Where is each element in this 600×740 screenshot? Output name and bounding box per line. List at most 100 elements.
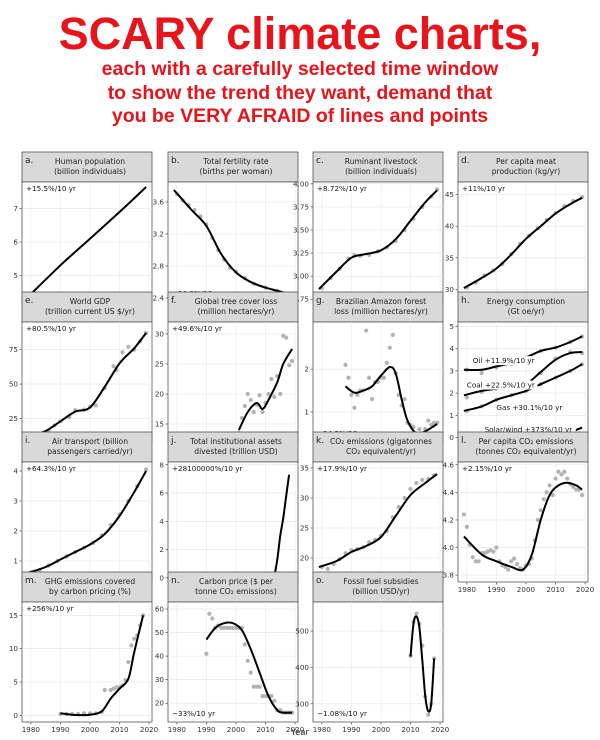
headline: SCARY climate charts, each with a carefu… xyxy=(0,0,600,129)
panel-title-line-1: Total fertility rate xyxy=(202,157,269,166)
data-point xyxy=(381,375,387,380)
data-point xyxy=(473,559,478,564)
data-point xyxy=(102,687,107,693)
series-label: Solar/wind +373%/10 yr xyxy=(485,425,573,434)
panel-title-line-2: (trillion current US $/yr) xyxy=(45,307,135,316)
data-point xyxy=(126,659,131,665)
data-point xyxy=(429,422,434,427)
headline-line-3: you be VERY AFRAID of lines and points xyxy=(111,105,489,127)
data-point xyxy=(420,477,425,483)
trend-line xyxy=(27,470,147,574)
panel-header xyxy=(312,571,444,603)
y-tick-label: 35 xyxy=(300,464,309,473)
y-tick-label: 3 xyxy=(449,366,454,375)
y-tick-label: 2 xyxy=(304,365,309,374)
y-tick-label: 2.8 xyxy=(153,262,165,271)
data-point xyxy=(224,625,230,630)
trend-annotation: −33%/10 yr xyxy=(172,709,215,718)
panel-f: f. Global tree cover loss(million hectare… xyxy=(155,291,299,443)
y-tick-label: 4 xyxy=(159,517,164,526)
trend-line xyxy=(27,186,147,298)
panel-b: b. Total fertility rate(births per woman)… xyxy=(153,151,299,303)
series-label: Oil +11.9%/10 yr xyxy=(473,356,535,365)
series-label: Coal +22.5%/10 yr xyxy=(467,381,535,390)
panel-header xyxy=(167,151,299,183)
data-point xyxy=(93,403,98,408)
panel-c: c. Ruminant livestock(billion individuals… xyxy=(293,151,444,304)
data-point xyxy=(541,497,546,502)
panel-title-line-2: CO₂ equivalent/yr) xyxy=(346,447,416,456)
x-tick-label: 2020 xyxy=(431,725,450,734)
data-point xyxy=(402,397,407,402)
y-tick-label: 0 xyxy=(159,573,164,582)
trend-annotation: −1.08%/10 yr xyxy=(317,709,367,718)
panel-title-line-2: (billion individuals) xyxy=(345,167,417,176)
data-point xyxy=(284,335,289,340)
trend-annotation: +28100000%/10 yr xyxy=(172,464,243,473)
data-point xyxy=(242,642,247,647)
data-point xyxy=(470,555,475,560)
y-tick-label: 1 xyxy=(13,557,18,566)
headline-title: SCARY climate charts, xyxy=(58,8,542,59)
trend-annotation: +2.15%/10 yr xyxy=(462,464,512,473)
panel-title-line-2: divested (trillion USD) xyxy=(194,447,278,456)
y-tick-label: 6 xyxy=(13,238,18,247)
x-tick-label: 2000 xyxy=(81,725,100,734)
data-point xyxy=(402,495,407,501)
x-tick-label: 2000 xyxy=(227,725,246,734)
data-point xyxy=(476,559,481,564)
data-point xyxy=(278,391,283,397)
data-point xyxy=(269,694,274,699)
data-point xyxy=(556,469,561,474)
panel-header xyxy=(457,291,589,323)
panel-letter: n. xyxy=(171,576,180,586)
data-point xyxy=(230,625,236,630)
data-point xyxy=(414,611,419,616)
y-tick-label: 25 xyxy=(9,414,18,423)
series-label-bg xyxy=(471,356,540,366)
data-point xyxy=(245,391,250,397)
data-point xyxy=(114,685,119,690)
data-point xyxy=(129,643,134,648)
panel-header xyxy=(457,151,589,183)
data-point xyxy=(491,549,496,554)
data-point xyxy=(547,483,552,488)
trend-line xyxy=(463,196,583,289)
y-tick-label: 6 xyxy=(159,489,164,498)
y-tick-label: 500 xyxy=(295,627,309,636)
data-point xyxy=(289,358,295,364)
data-point xyxy=(550,493,555,498)
data-point xyxy=(349,392,354,397)
y-tick-label: 50 xyxy=(9,380,19,389)
data-point xyxy=(506,567,511,572)
data-point xyxy=(387,345,392,350)
series-label: Gas +30.1%/10 yr xyxy=(496,403,562,412)
panel-l: l. Per capita CO₂ emissions(tonnes CO₂ eq… xyxy=(443,431,595,594)
data-point xyxy=(574,487,579,492)
x-tick-label: 1980 xyxy=(22,725,41,734)
plot-frame xyxy=(21,321,153,443)
y-tick-label: 4 xyxy=(449,344,454,353)
y-tick-label: 25 xyxy=(300,524,309,533)
trend-annotation: +256%/10 yr xyxy=(26,604,74,613)
panel-title-line-2: production (kg/yr) xyxy=(492,167,561,176)
y-tick-label: 30 xyxy=(155,330,165,339)
panel-title-line-2: (million hectares/yr) xyxy=(198,307,275,316)
panel-title-line-2: passengers carried/yr) xyxy=(47,447,133,456)
x-tick-label: 2010 xyxy=(256,725,275,734)
data-point xyxy=(343,362,348,367)
panel-title-line-2: tonne CO₂ emissions) xyxy=(195,587,277,596)
data-point xyxy=(251,409,256,415)
panel-header xyxy=(167,431,299,463)
panel-title-line-1: Total institutional assets xyxy=(189,437,282,446)
y-tick-label: 2 xyxy=(449,389,454,398)
y-tick-label: 3.2 xyxy=(153,230,164,239)
data-point xyxy=(251,684,256,689)
plot-frame xyxy=(167,321,299,443)
y-tick-label: 0 xyxy=(449,433,454,442)
trend-line xyxy=(205,621,293,714)
panel-title-line-1: Human population xyxy=(55,157,125,166)
